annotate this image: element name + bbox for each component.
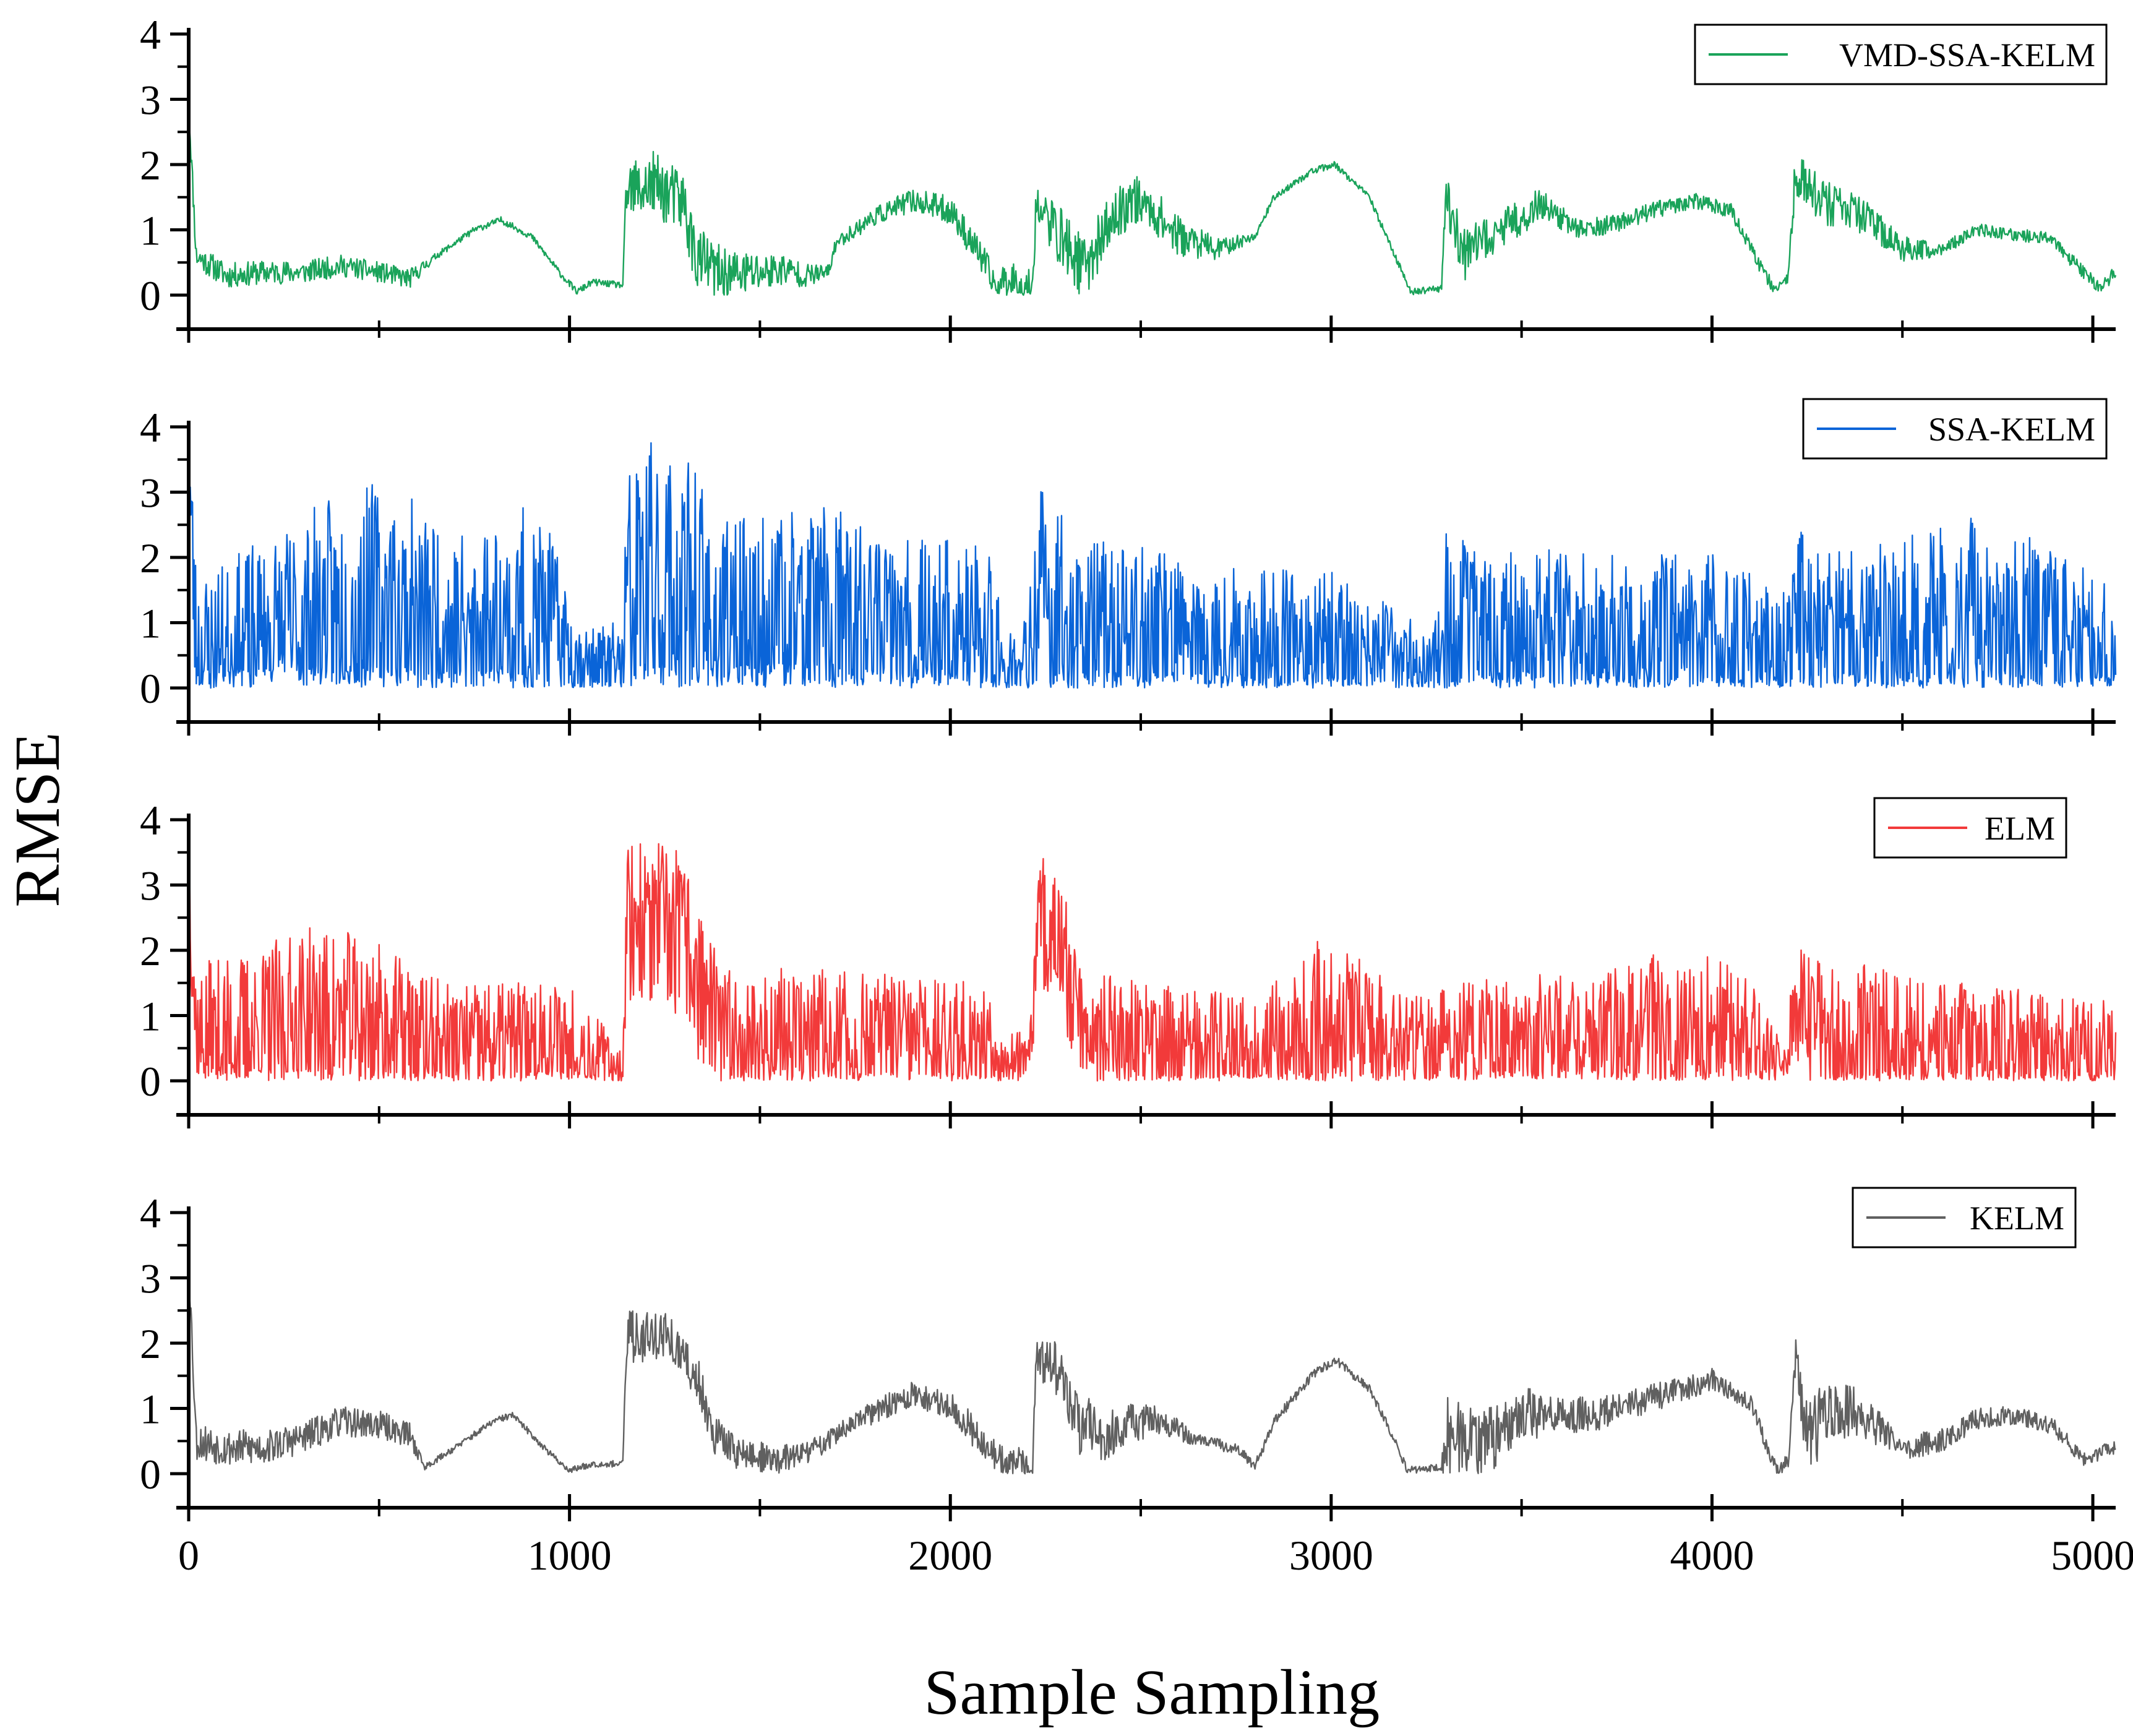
legend-label: ELM: [1985, 810, 2055, 847]
y-tick-label: 3: [140, 862, 161, 909]
y-tick-label: 3: [140, 470, 161, 517]
series-line-ssa-kelm: [188, 442, 2117, 689]
x-tick-label: 2000: [908, 1532, 992, 1579]
x-tick-label: 3000: [1289, 1532, 1373, 1579]
series-line-elm: [187, 843, 2117, 1082]
y-axis-title: RMSE: [2, 732, 73, 907]
x-tick-label: 1000: [528, 1532, 612, 1579]
x-tick-label: 5000: [2051, 1532, 2133, 1579]
y-tick-label: 1: [140, 993, 161, 1040]
y-tick-label: 4: [140, 404, 161, 451]
y-tick-label: 4: [140, 11, 161, 58]
y-tick-label: 0: [140, 1058, 161, 1105]
legend-label: KELM: [1970, 1200, 2064, 1237]
legend: KELM: [1852, 1187, 2077, 1248]
y-tick-label: 3: [140, 1255, 161, 1302]
panel-4: 0 1 2 3 4 0 1000 2000 3000 4000 5000 KELM: [140, 1187, 2133, 1579]
legend: VMD-SSA-KELM: [1694, 24, 2108, 85]
y-tick-label: 1: [140, 1386, 161, 1433]
y-tick-label: 2: [140, 535, 161, 582]
y-tick-label: 4: [140, 1190, 161, 1237]
series-line-kelm: [187, 1268, 2116, 1475]
panels-group: 0 1 2 3 4 VMD-SSA-KELM 0 1 2 3 4 SSA-KELM 0 1 2 3 4 ELM 0 1…: [140, 11, 2133, 1579]
legend-label: VMD-SSA-KELM: [1839, 37, 2095, 74]
panel-2: 0 1 2 3 4 SSA-KELM: [140, 398, 2117, 736]
y-tick-label: 2: [140, 142, 161, 189]
y-tick-label: 0: [140, 272, 161, 319]
y-tick-label: 2: [140, 1320, 161, 1367]
y-tick-label: 2: [140, 927, 161, 974]
y-tick-label: 1: [140, 600, 161, 647]
y-tick-label: 1: [140, 207, 161, 254]
legend-label: SSA-KELM: [1928, 411, 2095, 448]
legend: ELM: [1873, 797, 2067, 859]
series-line-vmd-ssa-kelm: [187, 112, 2117, 296]
y-tick-label: 4: [140, 797, 161, 844]
panel-1: 0 1 2 3 4 VMD-SSA-KELM: [140, 11, 2117, 343]
x-tick-label: 4000: [1670, 1532, 1754, 1579]
y-tick-label: 3: [140, 77, 161, 124]
legend: SSA-KELM: [1802, 398, 2108, 460]
x-tick-label: 0: [178, 1532, 199, 1579]
y-tick-label: 0: [140, 665, 161, 712]
x-axis-title: Sample Sampling: [924, 1657, 1380, 1728]
y-tick-label: 0: [140, 1451, 161, 1498]
panel-3: 0 1 2 3 4 ELM: [140, 797, 2117, 1128]
